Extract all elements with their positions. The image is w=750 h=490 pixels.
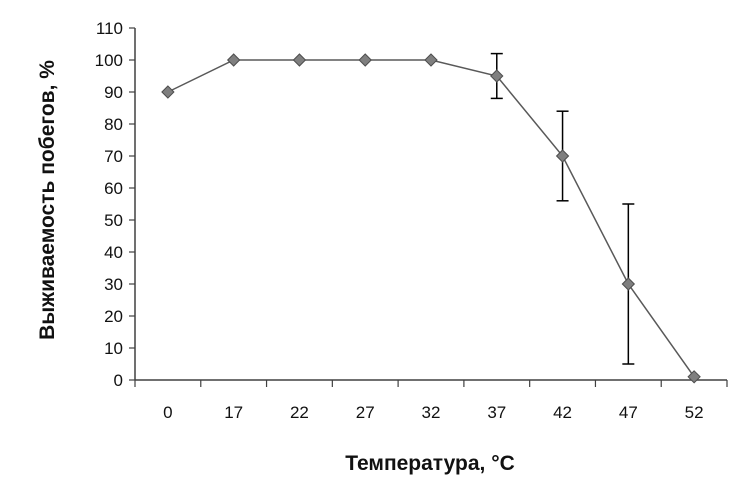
data-point-marker: [687, 370, 701, 384]
data-point-marker: [621, 277, 636, 291]
y-tick-label: 30: [104, 275, 123, 294]
y-ticks: 0 10 20 30 40 50 60 70 80 90 100 110: [95, 19, 135, 390]
y-tick-label: 0: [114, 371, 123, 390]
x-tick-label: 22: [290, 403, 309, 422]
y-tick-label: 90: [104, 83, 123, 102]
x-tick-label: 17: [224, 403, 243, 422]
x-axis-title: Температура, °C: [345, 452, 515, 475]
series: [161, 52, 701, 384]
y-tick-label: 40: [104, 243, 123, 262]
x-tick-label: 52: [685, 403, 704, 422]
y-tick-label: 100: [95, 51, 123, 70]
y-axis-title: Выживаемость побегов, %: [36, 60, 59, 340]
x-tick-label: 27: [356, 403, 375, 422]
y-tick-label: 80: [104, 115, 123, 134]
x-tick-label: 37: [487, 403, 506, 422]
y-tick-label: 60: [104, 179, 123, 198]
y-tick-label: 110: [96, 19, 123, 38]
x-tick-label: 47: [619, 403, 638, 422]
data-point-marker: [226, 53, 241, 67]
x-tick-label: 42: [553, 403, 572, 422]
data-point-marker: [292, 53, 307, 67]
y-tick-label: 70: [104, 147, 123, 166]
data-point-marker: [424, 53, 438, 67]
y-tick-label: 50: [104, 211, 123, 230]
series-line: [167, 59, 695, 378]
data-point-marker: [555, 149, 570, 163]
data-point-marker: [358, 53, 372, 67]
x-tick-label: 32: [422, 403, 441, 422]
data-point-marker: [161, 85, 175, 99]
x-ticks: 0 17 22 27 32 37 42 47 52: [134, 380, 728, 422]
axes: [134, 28, 727, 381]
y-tick-label: 20: [104, 307, 123, 326]
data-point-marker: [490, 69, 504, 83]
y-tick-label: 10: [104, 339, 123, 358]
x-tick-label: 0: [163, 403, 172, 422]
